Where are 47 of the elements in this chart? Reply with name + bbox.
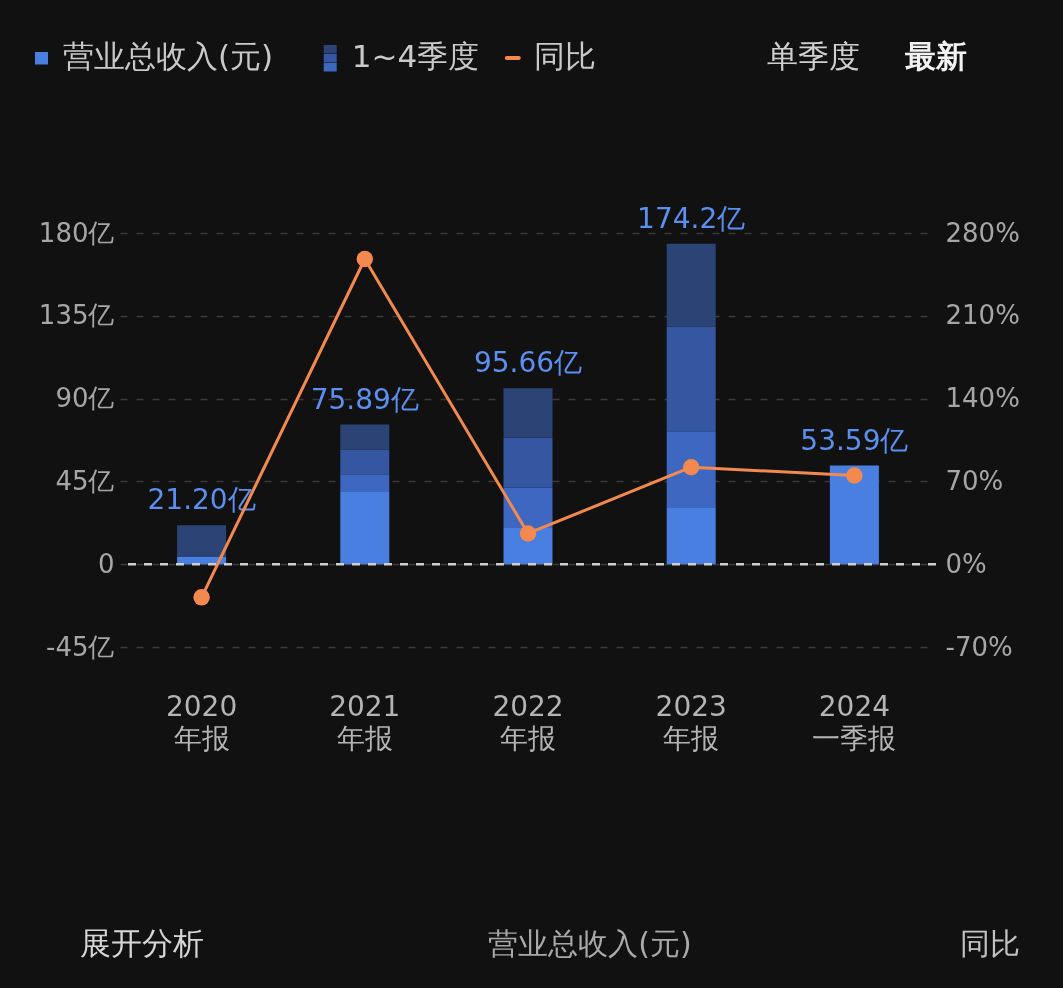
- y-tick-label: 180亿: [38, 217, 115, 248]
- bar: [829, 465, 879, 565]
- x-tick-label: 2022 年报: [492, 689, 564, 755]
- legend-label: 营业总收入(元): [63, 38, 274, 74]
- point: [682, 459, 700, 476]
- bar: [340, 449, 390, 475]
- bar: [503, 487, 553, 528]
- y2-tick-label: 70%: [945, 465, 1004, 496]
- bar: [666, 508, 716, 565]
- x-tick-label: 2024 一季报: [812, 689, 897, 755]
- x-tick-label: 2020 年报: [165, 689, 238, 755]
- point: [846, 467, 863, 484]
- total-label: 75.89亿: [310, 382, 419, 416]
- x-tick-label: 2023 年报: [655, 689, 727, 755]
- y2-tick-label: 0%: [945, 548, 987, 579]
- text: 最新: [905, 38, 967, 74]
- y-tick-label: 135亿: [38, 300, 115, 331]
- bar: [666, 326, 716, 432]
- y-tick-label: -45亿: [46, 631, 115, 662]
- text: 展开分析: [80, 925, 204, 961]
- x-tick-label: 2021 年报: [329, 689, 401, 755]
- text: 同比: [960, 926, 1020, 961]
- y-tick-label: 0: [97, 548, 115, 579]
- total-label: 95.66亿: [473, 346, 583, 380]
- bar: [503, 388, 553, 438]
- bar: [340, 424, 390, 450]
- point: [356, 250, 374, 268]
- total-label: 53.59亿: [800, 423, 909, 457]
- legend-label: 同比: [533, 38, 596, 74]
- bar: [666, 243, 716, 327]
- y2-tick-label: 280%: [945, 217, 1020, 248]
- point: [519, 525, 537, 542]
- bar: [666, 431, 716, 509]
- text: 单季度: [767, 38, 860, 74]
- y-tick-label: 90亿: [55, 383, 115, 414]
- point: [193, 589, 210, 606]
- legend-label: 1~4季度: [351, 38, 480, 74]
- bar: [340, 491, 390, 565]
- y-tick-label: 45亿: [55, 465, 115, 496]
- bar: [503, 437, 553, 488]
- total-label: 174.2亿: [637, 201, 746, 235]
- y2-tick-label: 210%: [945, 300, 1020, 331]
- bar: [177, 525, 227, 558]
- y2-tick-label: 140%: [945, 383, 1020, 414]
- text: 营业总收入(元): [488, 926, 692, 961]
- y2-tick-label: -70%: [945, 631, 1013, 662]
- bar: [340, 474, 390, 492]
